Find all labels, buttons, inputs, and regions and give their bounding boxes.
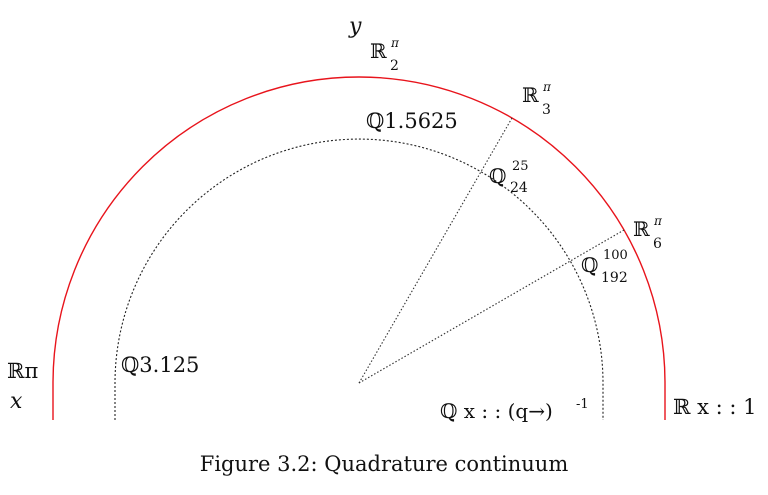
inner-label-100-over-192: ℚ 100 192: [581, 248, 628, 286]
figure-caption: Figure 3.2: Quadrature continuum: [199, 452, 569, 476]
outer-label-pi-over-6: ℝ π 6: [633, 214, 663, 252]
outer-real-arc: [52, 76, 666, 420]
y-axis-label: y: [348, 14, 362, 39]
svg-text:ℝ: ℝ: [370, 39, 387, 63]
svg-text:ℚ: ℚ: [489, 164, 506, 188]
inner-label-25-over-24: ℚ 25 24: [489, 159, 529, 196]
svg-text:-1: -1: [576, 397, 589, 412]
outer-label-pi-over-3: ℝ π 3: [522, 80, 552, 118]
svg-text:ℝ: ℝ: [522, 83, 539, 107]
radial-line-60deg: [358, 117, 513, 384]
svg-text:2: 2: [390, 58, 399, 74]
svg-text:π: π: [390, 36, 400, 50]
svg-text:192: 192: [601, 270, 628, 286]
svg-text:3: 3: [542, 102, 551, 118]
outer-label-pi-over-2: ℝ π 2: [370, 36, 400, 74]
svg-text:24: 24: [510, 180, 528, 196]
svg-text:25: 25: [512, 159, 529, 174]
svg-text:π: π: [653, 214, 663, 228]
inner-label-1-5625: ℚ1.5625: [366, 109, 458, 133]
outer-label-pi: ℝπ: [7, 359, 38, 383]
inner-label-3-125: ℚ3.125: [121, 353, 199, 377]
svg-text:100: 100: [603, 248, 628, 263]
svg-text:ℚ x : : (q→): ℚ x : : (q→): [440, 399, 553, 423]
quadrature-diagram: y x ℝ π 2 ℝ π 3 ℝ π 6 ℝπ ℝ x : : 1 ℚ1.56…: [7, 14, 757, 423]
inner-label-x-inverse: ℚ x : : (q→) -1: [440, 397, 589, 423]
outer-label-x-equals-1: ℝ x : : 1: [673, 395, 757, 419]
svg-text:6: 6: [653, 236, 662, 252]
x-axis-label: x: [10, 389, 23, 414]
svg-text:ℝ: ℝ: [633, 217, 650, 241]
svg-text:π: π: [542, 80, 552, 94]
inner-rational-arc: [114, 138, 604, 420]
svg-text:ℚ: ℚ: [581, 253, 598, 277]
